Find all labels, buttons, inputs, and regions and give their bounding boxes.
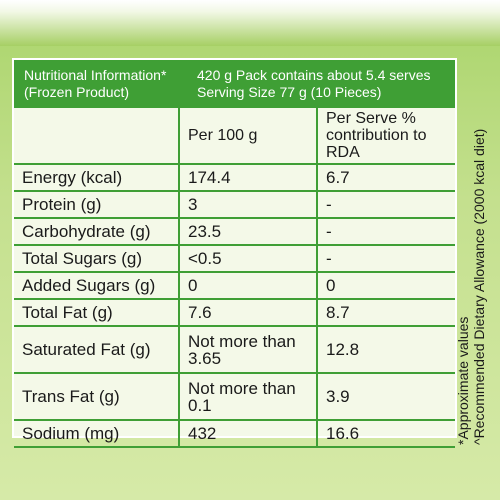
column-header-per100g: Per 100 g: [178, 108, 318, 165]
value-per-serve: 6.7: [316, 163, 455, 192]
pack-serves-info: 420 g Pack contains about 5.4 serves: [197, 67, 431, 83]
value-per100g: 174.4: [178, 163, 318, 192]
table-row: Total Sugars (g) <0.5 -: [14, 244, 455, 273]
table-row: Protein (g) 3 -: [14, 190, 455, 219]
table-row: Total Fat (g) 7.6 8.7: [14, 298, 455, 327]
value-per-serve: 16.6: [316, 419, 455, 448]
header-left: Nutritional Information* (Frozen Product…: [24, 67, 166, 101]
value-per-serve: -: [316, 244, 455, 273]
package-top-edge: [0, 0, 500, 46]
table-row: Saturated Fat (g) Not more than 3.65 12.…: [14, 325, 455, 374]
value-per100g: 3: [178, 190, 318, 219]
table-row: Trans Fat (g) Not more than 0.1 3.9: [14, 372, 455, 421]
nutrient-name: Energy (kcal): [14, 163, 180, 192]
nutrition-table: Per 100 g Per Serve % contribution to RD…: [14, 108, 455, 448]
header-right: 420 g Pack contains about 5.4 serves Ser…: [197, 67, 430, 101]
table-row: Added Sugars (g) 0 0: [14, 271, 455, 300]
nutrient-name: Total Sugars (g): [14, 244, 180, 273]
nutrition-header: Nutritional Information* (Frozen Product…: [14, 60, 455, 108]
value-per100g: 23.5: [178, 217, 318, 246]
value-per100g: Not more than 3.65: [178, 325, 318, 374]
value-per-serve: 12.8: [316, 325, 455, 374]
table-row: Energy (kcal) 174.4 6.7: [14, 163, 455, 192]
nutrient-name: Sodium (mg): [14, 419, 180, 448]
value-per100g: <0.5: [178, 244, 318, 273]
value-per-serve: 8.7: [316, 298, 455, 327]
value-per100g: Not more than 0.1: [178, 372, 318, 421]
value-per-serve: 3.9: [316, 372, 455, 421]
footnote-approximate: *Approximate values: [455, 316, 471, 445]
nutrition-panel: Nutritional Information* (Frozen Product…: [12, 58, 457, 448]
column-header-per-serve: Per Serve % contribution to RDA: [316, 108, 455, 165]
column-header-nutrient: [14, 108, 180, 165]
nutrient-name: Protein (g): [14, 190, 180, 219]
value-per-serve: 0: [316, 271, 455, 300]
value-per-serve: -: [316, 217, 455, 246]
value-per100g: 0: [178, 271, 318, 300]
value-per100g: 7.6: [178, 298, 318, 327]
nutrient-name: Carbohydrate (g): [14, 217, 180, 246]
nutrition-title: Nutritional Information*: [24, 67, 167, 83]
table-header-row: Per 100 g Per Serve % contribution to RD…: [14, 108, 455, 165]
nutrient-name: Saturated Fat (g): [14, 325, 180, 374]
value-per-serve: -: [316, 190, 455, 219]
table-row: Carbohydrate (g) 23.5 -: [14, 217, 455, 246]
footnotes: *Approximate values ^Recommended Dietary…: [455, 115, 487, 445]
serving-size-info: Serving Size 77 g (10 Pieces): [197, 84, 382, 100]
footnote-rda: ^Recommended Dietary Allowance (2000 kca…: [471, 128, 487, 445]
nutrient-name: Trans Fat (g): [14, 372, 180, 421]
nutrient-name: Total Fat (g): [14, 298, 180, 327]
nutrient-name: Added Sugars (g): [14, 271, 180, 300]
value-per100g: 432: [178, 419, 318, 448]
table-row: Sodium (mg) 432 16.6: [14, 419, 455, 448]
product-state: (Frozen Product): [24, 84, 130, 100]
